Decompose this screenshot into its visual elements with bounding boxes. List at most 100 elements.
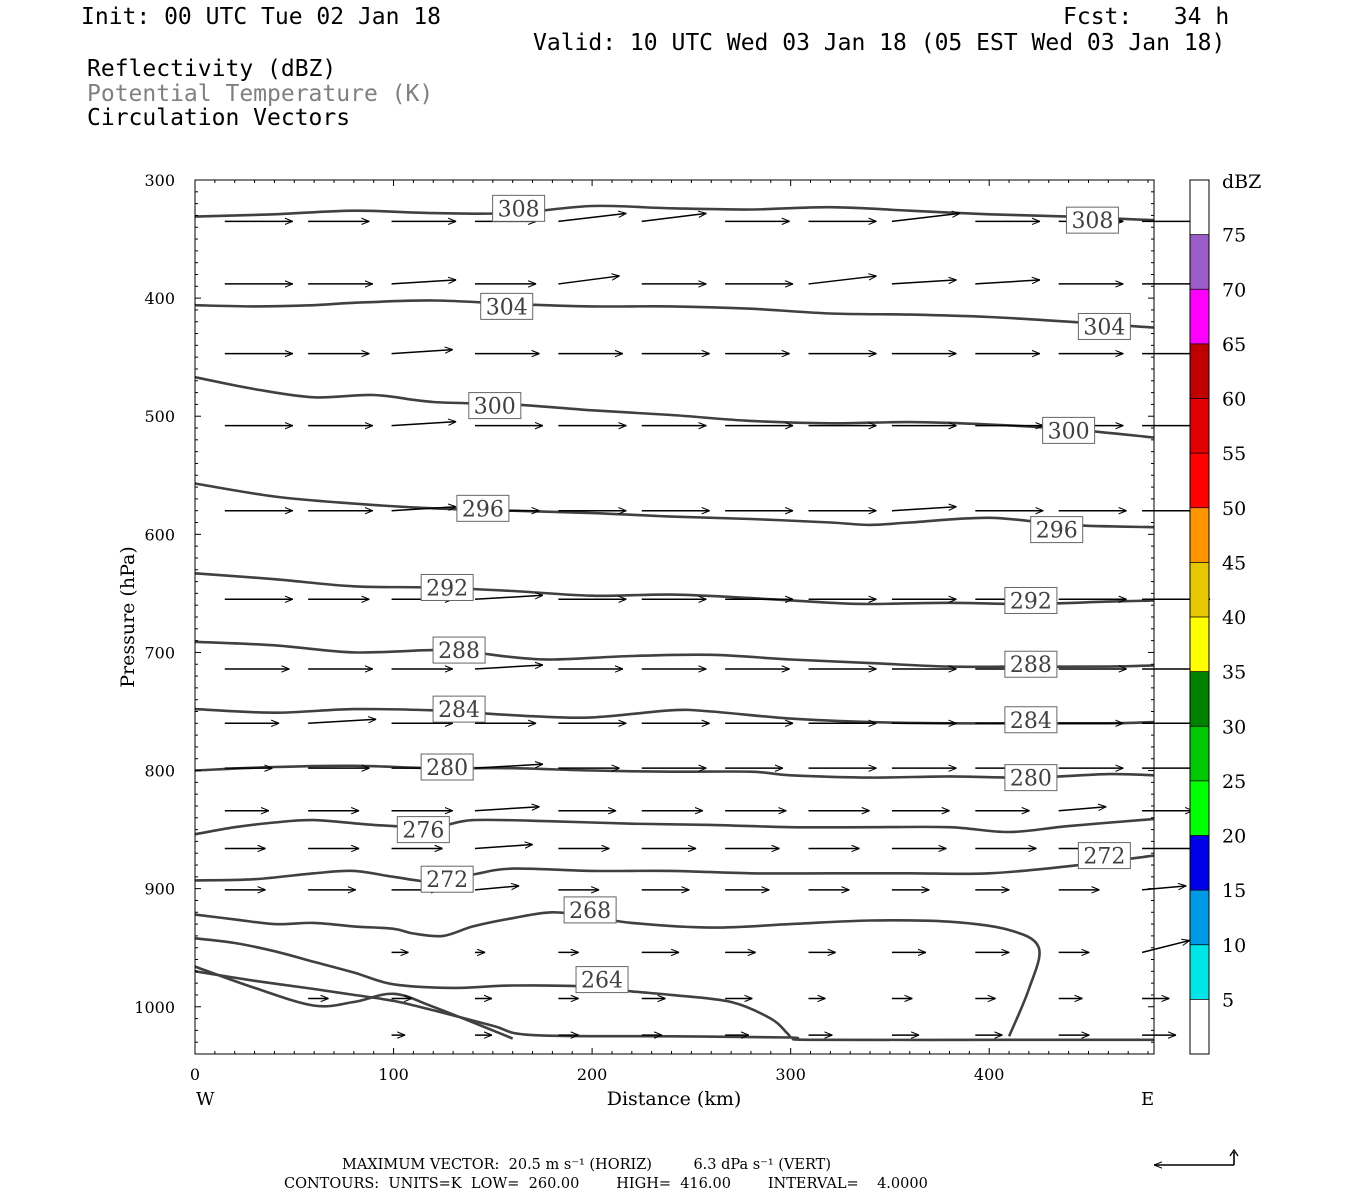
contour-label-box [432, 695, 486, 723]
contour-label: 284 [1010, 709, 1052, 734]
forecast-hour: Fcst: 34 h [1063, 4, 1230, 30]
wind-vector [558, 213, 626, 223]
contour-label-box [1030, 516, 1084, 544]
colorbar-tick-label: 15 [1222, 880, 1246, 902]
colorbar-bin [1190, 671, 1209, 727]
colorbar-tick-label: 65 [1222, 334, 1246, 356]
colorbar-bin [1190, 453, 1209, 508]
wind-vector [891, 213, 960, 223]
y-tick-label: 300 [144, 171, 175, 190]
contour-label: 288 [438, 639, 480, 664]
y-tick-label: 500 [144, 407, 175, 426]
reference-vector [1154, 1148, 1239, 1165]
contour-label: 280 [1010, 767, 1052, 792]
contour-label: 272 [426, 868, 468, 893]
contour-300 [194, 375, 1155, 439]
contour-labels: 308 308 304 304 300 300 296 296 292 292 288 288 284 2… [396, 194, 1131, 994]
colorbar: 5 10 15 20 25 30 35 40 45 50 55 60 65 70 75 [1189, 179, 1246, 1055]
contour-272 [194, 854, 1155, 883]
contour-label: 292 [1010, 589, 1052, 614]
x-axis-label: Distance (km) [607, 1088, 742, 1110]
contours-note: CONTOURS: UNITS=K LOW= 260.00 HIGH= 416.… [284, 1176, 928, 1192]
wind-vector [641, 213, 707, 223]
colorbar-bin [1190, 507, 1209, 563]
colorbar-bin [1190, 180, 1209, 235]
contour-label: 268 [569, 899, 611, 924]
colorbar-bin [1190, 780, 1209, 836]
x-tick-label: 0 [190, 1065, 200, 1084]
contour-label: 264 [581, 969, 623, 994]
contour-260 [194, 965, 514, 1040]
west-label: W [196, 1089, 215, 1110]
contour-label: 296 [1036, 519, 1078, 544]
colorbar-bin [1190, 726, 1209, 781]
colorbar-bin [1190, 343, 1209, 399]
wind-vector [975, 280, 1040, 285]
contour-label: 272 [1083, 845, 1125, 870]
x-tick-label: 200 [577, 1065, 608, 1084]
contour-276 [194, 817, 1155, 836]
contour-label: 276 [402, 819, 444, 844]
colorbar-bin [1190, 617, 1209, 672]
wind-vector [891, 507, 957, 512]
contour-label-box [1077, 842, 1131, 870]
colorbar-tick-label: 60 [1222, 389, 1246, 411]
colorbar-bin [1190, 835, 1209, 891]
wind-vector [391, 422, 457, 427]
colorbar-bin [1190, 562, 1209, 617]
contour-label-box [563, 896, 617, 924]
y-tick-label: 900 [144, 880, 175, 899]
contour-label: 304 [1083, 315, 1125, 340]
contour-288 [194, 640, 1155, 669]
y-tick-label: 700 [144, 643, 175, 662]
contour-260 [194, 970, 1154, 1042]
wind-vector [1142, 886, 1186, 891]
contour-label-box [456, 494, 510, 522]
wind-vector [391, 280, 457, 285]
x-tick-label: 100 [378, 1065, 409, 1084]
colorbar-tick-label: 25 [1222, 771, 1246, 793]
east-label: E [1141, 1089, 1154, 1110]
wind-vector [474, 807, 540, 812]
contour-label-box [420, 753, 474, 781]
colorbar-tick-label: 55 [1222, 443, 1246, 465]
wind-vector [1058, 807, 1107, 812]
wind-vector [474, 886, 519, 891]
theta-contours [194, 204, 1155, 1042]
contour-label: 288 [1010, 653, 1052, 678]
colorbar-tick-label: 20 [1222, 826, 1246, 848]
colorbar-tick-label: 70 [1222, 279, 1246, 301]
contour-label-box [1004, 706, 1058, 734]
y-tick-label: 800 [144, 762, 175, 781]
contour-label-box [480, 292, 534, 320]
plot-frame [194, 179, 1155, 1055]
contour-label-box [396, 816, 450, 844]
contour-308 [194, 204, 1155, 222]
wind-vector [474, 595, 543, 601]
colorbar-bin [1190, 234, 1209, 290]
colorbar-bin [1190, 999, 1209, 1054]
wind-vector [558, 276, 619, 285]
contour-label-box [1042, 416, 1096, 444]
colorbar-bin [1190, 398, 1209, 454]
colorbar-tick-label: 35 [1222, 662, 1246, 684]
contour-label: 300 [1048, 419, 1090, 444]
contour-label: 292 [426, 576, 468, 601]
colorbar-bin [1190, 890, 1209, 945]
wind-vector [474, 665, 543, 670]
x-tick-label: 400 [974, 1065, 1005, 1084]
circulation-vectors [224, 213, 1211, 1035]
x-tick-label: 300 [775, 1065, 806, 1084]
contour-label-box [432, 636, 486, 664]
colorbar-tick-label: 40 [1222, 607, 1246, 629]
wind-vector [808, 276, 877, 285]
colorbar-title: dBZ [1222, 171, 1261, 193]
field-title-reflectivity: Reflectivity (dBZ) [87, 56, 337, 82]
field-title-potential-temperature: Potential Temperature (K) [87, 81, 434, 107]
contour-268 [194, 910, 1041, 1037]
wind-vector [891, 280, 957, 285]
maximum-vector-note: MAXIMUM VECTOR: 20.5 m s⁻¹ (HORIZ) 6.3 d… [342, 1157, 831, 1173]
y-axis-label: Pressure (hPa) [117, 546, 139, 688]
colorbar-tick-label: 10 [1222, 935, 1246, 957]
